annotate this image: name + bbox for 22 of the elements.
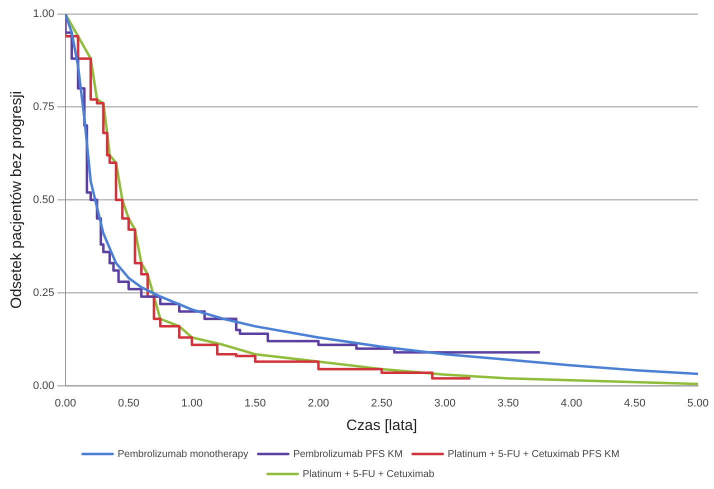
- y-tick-label: 0.00: [32, 380, 54, 392]
- x-tick-label: 0.00: [54, 397, 76, 410]
- y-tick-label: 0.50: [32, 194, 54, 206]
- x-tick-label: 2.00: [308, 397, 330, 410]
- x-tick-label: 0.50: [118, 397, 140, 410]
- x-tick-label: 1.00: [181, 397, 203, 410]
- x-tick-label: 3.50: [498, 397, 519, 410]
- y-axis-title: Odsetek pacjentów bez progresji: [8, 91, 26, 309]
- x-tick-label: 4.50: [624, 397, 646, 410]
- y-tick-label: 0.75: [32, 100, 54, 113]
- x-tick-label: 5.00: [687, 397, 709, 410]
- legend-label: Pembrolizumab PFS KM: [293, 448, 403, 460]
- legend-label: Platinum + 5-FU + Cetuximab PFS KM: [448, 448, 620, 460]
- x-tick-label: 3.00: [434, 397, 456, 410]
- x-tick-label: 4.00: [560, 397, 582, 410]
- y-tick-label: 0.25: [32, 286, 54, 299]
- legend-label: Pembrolizumab monotherapy: [118, 448, 248, 460]
- legend-label: Platinum + 5-FU + Cetuximab: [302, 468, 435, 480]
- x-axis-title: Czas [lata]: [346, 417, 418, 434]
- x-tick-label: 2.50: [370, 397, 392, 410]
- x-tick-label: 1.50: [244, 397, 266, 410]
- y-tick-label: 1.00: [32, 8, 54, 20]
